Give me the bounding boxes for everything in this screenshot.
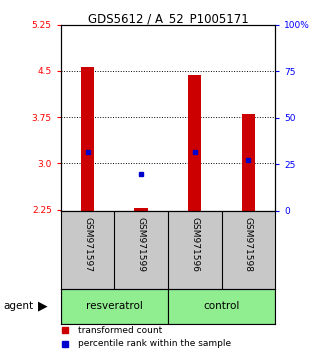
Bar	[134, 209, 148, 211]
Bar	[242, 114, 255, 211]
Text: resveratrol: resveratrol	[86, 301, 143, 312]
Title: GDS5612 / A_52_P1005171: GDS5612 / A_52_P1005171	[88, 12, 248, 25]
Bar	[188, 75, 202, 211]
Text: ▶: ▶	[38, 300, 48, 313]
Bar	[61, 289, 168, 324]
Text: transformed count: transformed count	[78, 326, 162, 335]
Bar	[81, 67, 94, 211]
Bar	[168, 289, 275, 324]
Text: percentile rank within the sample: percentile rank within the sample	[78, 339, 231, 348]
Text: control: control	[204, 301, 240, 312]
Text: agent: agent	[3, 301, 33, 312]
Text: GSM971596: GSM971596	[190, 217, 199, 272]
Text: GSM971597: GSM971597	[83, 217, 92, 272]
Text: GSM971598: GSM971598	[244, 217, 253, 272]
Text: GSM971599: GSM971599	[137, 217, 146, 272]
